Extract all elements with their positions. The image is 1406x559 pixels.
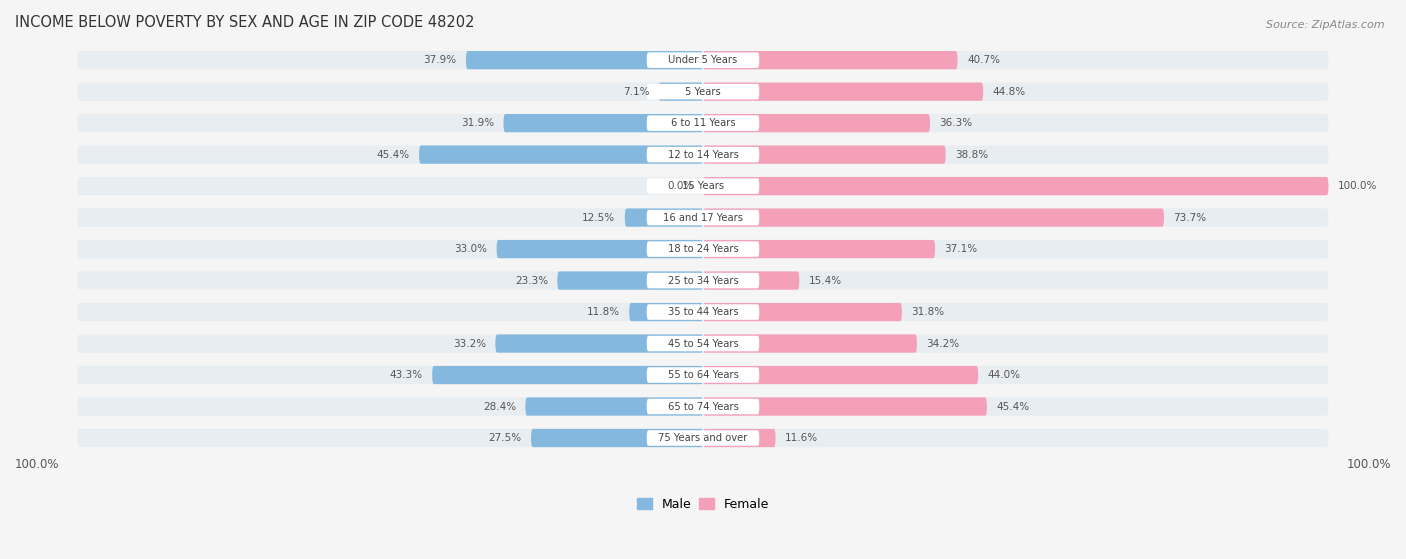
FancyBboxPatch shape bbox=[647, 147, 759, 162]
FancyBboxPatch shape bbox=[647, 304, 759, 320]
Text: 75 Years and over: 75 Years and over bbox=[658, 433, 748, 443]
Text: 100.0%: 100.0% bbox=[1339, 181, 1378, 191]
FancyBboxPatch shape bbox=[77, 429, 1329, 447]
FancyBboxPatch shape bbox=[647, 53, 759, 68]
FancyBboxPatch shape bbox=[658, 83, 703, 101]
Text: 15.4%: 15.4% bbox=[808, 276, 842, 286]
FancyBboxPatch shape bbox=[647, 210, 759, 225]
FancyBboxPatch shape bbox=[703, 429, 776, 447]
FancyBboxPatch shape bbox=[77, 51, 1329, 69]
FancyBboxPatch shape bbox=[703, 177, 1329, 195]
FancyBboxPatch shape bbox=[495, 334, 703, 353]
FancyBboxPatch shape bbox=[703, 51, 957, 69]
FancyBboxPatch shape bbox=[647, 273, 759, 288]
FancyBboxPatch shape bbox=[531, 429, 703, 447]
FancyBboxPatch shape bbox=[703, 240, 935, 258]
Text: 7.1%: 7.1% bbox=[623, 87, 650, 97]
Text: 43.3%: 43.3% bbox=[389, 370, 423, 380]
Text: 23.3%: 23.3% bbox=[515, 276, 548, 286]
FancyBboxPatch shape bbox=[703, 83, 983, 101]
Text: 12.5%: 12.5% bbox=[582, 212, 616, 222]
FancyBboxPatch shape bbox=[647, 178, 759, 194]
Text: 25 to 34 Years: 25 to 34 Years bbox=[668, 276, 738, 286]
Text: 18 to 24 Years: 18 to 24 Years bbox=[668, 244, 738, 254]
FancyBboxPatch shape bbox=[647, 336, 759, 351]
Text: 45 to 54 Years: 45 to 54 Years bbox=[668, 339, 738, 349]
Text: 11.6%: 11.6% bbox=[785, 433, 818, 443]
Text: 27.5%: 27.5% bbox=[488, 433, 522, 443]
Text: 65 to 74 Years: 65 to 74 Years bbox=[668, 401, 738, 411]
FancyBboxPatch shape bbox=[77, 114, 1329, 132]
Text: 16 and 17 Years: 16 and 17 Years bbox=[664, 212, 742, 222]
Text: 0.0%: 0.0% bbox=[668, 181, 693, 191]
FancyBboxPatch shape bbox=[703, 334, 917, 353]
FancyBboxPatch shape bbox=[647, 241, 759, 257]
Text: 35 to 44 Years: 35 to 44 Years bbox=[668, 307, 738, 317]
FancyBboxPatch shape bbox=[557, 272, 703, 290]
Text: 38.8%: 38.8% bbox=[955, 150, 988, 160]
Text: INCOME BELOW POVERTY BY SEX AND AGE IN ZIP CODE 48202: INCOME BELOW POVERTY BY SEX AND AGE IN Z… bbox=[15, 15, 474, 30]
FancyBboxPatch shape bbox=[526, 397, 703, 416]
FancyBboxPatch shape bbox=[77, 145, 1329, 164]
FancyBboxPatch shape bbox=[496, 240, 703, 258]
Text: 5 Years: 5 Years bbox=[685, 87, 721, 97]
FancyBboxPatch shape bbox=[703, 366, 979, 384]
Text: 31.8%: 31.8% bbox=[911, 307, 945, 317]
FancyBboxPatch shape bbox=[77, 334, 1329, 353]
Text: 34.2%: 34.2% bbox=[927, 339, 959, 349]
FancyBboxPatch shape bbox=[647, 367, 759, 383]
Text: 11.8%: 11.8% bbox=[586, 307, 620, 317]
Text: 73.7%: 73.7% bbox=[1174, 212, 1206, 222]
Text: 45.4%: 45.4% bbox=[997, 401, 1029, 411]
Text: 45.4%: 45.4% bbox=[377, 150, 409, 160]
FancyBboxPatch shape bbox=[703, 145, 946, 164]
FancyBboxPatch shape bbox=[703, 397, 987, 416]
FancyBboxPatch shape bbox=[465, 51, 703, 69]
FancyBboxPatch shape bbox=[630, 303, 703, 321]
FancyBboxPatch shape bbox=[77, 272, 1329, 290]
FancyBboxPatch shape bbox=[419, 145, 703, 164]
FancyBboxPatch shape bbox=[77, 303, 1329, 321]
FancyBboxPatch shape bbox=[77, 177, 1329, 195]
FancyBboxPatch shape bbox=[77, 240, 1329, 258]
FancyBboxPatch shape bbox=[647, 430, 759, 446]
FancyBboxPatch shape bbox=[432, 366, 703, 384]
FancyBboxPatch shape bbox=[647, 84, 759, 100]
Text: 12 to 14 Years: 12 to 14 Years bbox=[668, 150, 738, 160]
Text: 6 to 11 Years: 6 to 11 Years bbox=[671, 118, 735, 128]
Text: 15 Years: 15 Years bbox=[682, 181, 724, 191]
Text: 40.7%: 40.7% bbox=[967, 55, 1000, 65]
Text: 44.8%: 44.8% bbox=[993, 87, 1026, 97]
FancyBboxPatch shape bbox=[703, 272, 800, 290]
Text: 28.4%: 28.4% bbox=[482, 401, 516, 411]
Text: 55 to 64 Years: 55 to 64 Years bbox=[668, 370, 738, 380]
FancyBboxPatch shape bbox=[647, 115, 759, 131]
Text: 31.9%: 31.9% bbox=[461, 118, 494, 128]
Text: 37.1%: 37.1% bbox=[945, 244, 977, 254]
FancyBboxPatch shape bbox=[624, 209, 703, 227]
FancyBboxPatch shape bbox=[647, 399, 759, 414]
FancyBboxPatch shape bbox=[77, 366, 1329, 384]
FancyBboxPatch shape bbox=[703, 303, 901, 321]
Text: 100.0%: 100.0% bbox=[15, 458, 59, 471]
Text: Source: ZipAtlas.com: Source: ZipAtlas.com bbox=[1267, 20, 1385, 30]
FancyBboxPatch shape bbox=[703, 114, 929, 132]
Text: 44.0%: 44.0% bbox=[987, 370, 1021, 380]
FancyBboxPatch shape bbox=[77, 83, 1329, 101]
Text: 33.0%: 33.0% bbox=[454, 244, 488, 254]
Legend: Male, Female: Male, Female bbox=[631, 493, 775, 516]
Text: 37.9%: 37.9% bbox=[423, 55, 457, 65]
FancyBboxPatch shape bbox=[703, 209, 1164, 227]
FancyBboxPatch shape bbox=[503, 114, 703, 132]
FancyBboxPatch shape bbox=[77, 209, 1329, 227]
Text: Under 5 Years: Under 5 Years bbox=[668, 55, 738, 65]
Text: 36.3%: 36.3% bbox=[939, 118, 973, 128]
FancyBboxPatch shape bbox=[77, 397, 1329, 416]
Text: 100.0%: 100.0% bbox=[1347, 458, 1391, 471]
Text: 33.2%: 33.2% bbox=[453, 339, 486, 349]
